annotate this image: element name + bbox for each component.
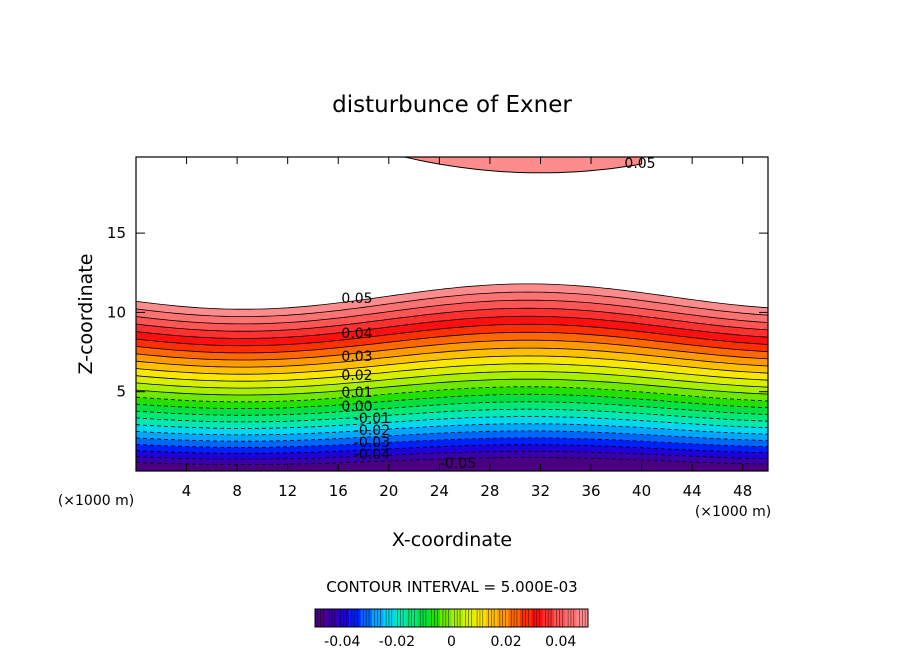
x-tick-label: 4 bbox=[182, 482, 192, 500]
contour-line bbox=[136, 393, 768, 410]
contour-line bbox=[136, 457, 768, 466]
contour-line bbox=[136, 347, 768, 368]
x-tick-label: 24 bbox=[430, 482, 449, 500]
colorbar-tick-label: 0.02 bbox=[491, 634, 522, 650]
contour-label: -0.04 bbox=[354, 447, 390, 463]
contour-line bbox=[136, 430, 768, 442]
contour-label: -0.05 bbox=[440, 456, 476, 472]
colorbar bbox=[315, 609, 589, 627]
contour-interval-text: CONTOUR INTERVAL = 5.000E-03 bbox=[326, 578, 577, 596]
contour-label: -0.01 bbox=[354, 411, 390, 427]
contour-label: 0.01 bbox=[341, 385, 372, 401]
contour-label: 0.04 bbox=[341, 326, 372, 342]
x-tick-label: 48 bbox=[733, 482, 752, 500]
contour-line bbox=[136, 299, 768, 325]
x-tick-label: 28 bbox=[480, 482, 499, 500]
x-tick-label: 32 bbox=[531, 482, 550, 500]
x-axis-label: X-coordinate bbox=[392, 529, 512, 551]
contour-line bbox=[136, 416, 768, 429]
colorbar-tick-label: 0 bbox=[447, 634, 456, 650]
contour-label: 0.03 bbox=[341, 349, 372, 365]
x-tick-label: 12 bbox=[278, 482, 297, 500]
x-tick-label: 40 bbox=[632, 482, 651, 500]
contour-label: -0.02 bbox=[354, 423, 390, 439]
contour-line bbox=[136, 423, 768, 436]
x-axis: 4 8 12 16 20 24 28 32 36 40 44 48 bbox=[182, 157, 752, 500]
x-tick-label: 36 bbox=[581, 482, 600, 500]
contour-line bbox=[136, 283, 768, 310]
contour-label: -0.03 bbox=[354, 435, 390, 451]
contour-label: 0.05 bbox=[341, 291, 372, 307]
contour-line bbox=[136, 437, 768, 448]
x-tick-label: 8 bbox=[232, 482, 242, 500]
plot-frame bbox=[135, 156, 769, 472]
colorbar-tick-label: 0.04 bbox=[545, 634, 576, 650]
x-tick-label: 20 bbox=[379, 482, 398, 500]
colorbar-labels: -0.04 -0.02 0 0.02 0.04 bbox=[324, 634, 576, 650]
contour-line bbox=[136, 378, 768, 396]
contour-label: 0.00 bbox=[341, 399, 372, 415]
contour-line bbox=[136, 450, 768, 460]
contour-line bbox=[136, 307, 768, 332]
contour-label: 0.05 bbox=[624, 156, 655, 172]
colorbar-tick-label: -0.02 bbox=[379, 634, 415, 650]
contour-label-layer: 0.050.040.030.020.010.00-0.01-0.02-0.03-… bbox=[341, 156, 655, 472]
contour-line bbox=[136, 315, 768, 339]
contour-fill-layer bbox=[136, 157, 768, 471]
contour-line bbox=[136, 386, 768, 403]
y-axis-label: Z-coordinate bbox=[75, 254, 97, 375]
x-unit-left: (×1000 m) bbox=[58, 493, 134, 509]
x-tick-label: 16 bbox=[329, 482, 348, 500]
contour-line bbox=[136, 408, 768, 423]
y-axis: 5 10 15 bbox=[107, 224, 768, 401]
contour-line bbox=[136, 355, 768, 375]
colorbar-frame bbox=[314, 608, 589, 628]
contour-line bbox=[136, 401, 768, 416]
contour-line bbox=[136, 291, 768, 318]
y-tick-label: 15 bbox=[107, 224, 126, 242]
contour-line bbox=[136, 363, 768, 382]
contour-line-layer bbox=[136, 283, 768, 466]
upper-contour-cap bbox=[363, 157, 643, 174]
contour-line bbox=[136, 371, 768, 389]
contour-line bbox=[136, 444, 768, 454]
chart-title: disturbunce of Exner bbox=[332, 92, 572, 118]
contour-line bbox=[136, 339, 768, 361]
contour-label: 0.02 bbox=[341, 368, 372, 384]
contour-line bbox=[136, 323, 768, 347]
colorbar-tick-label: -0.04 bbox=[324, 634, 360, 650]
x-tick-label: 44 bbox=[683, 482, 702, 500]
contour-line bbox=[136, 331, 768, 354]
x-unit-right: (×1000 m) bbox=[695, 504, 771, 520]
y-tick-label: 5 bbox=[116, 383, 126, 401]
y-tick-label: 10 bbox=[107, 303, 126, 321]
